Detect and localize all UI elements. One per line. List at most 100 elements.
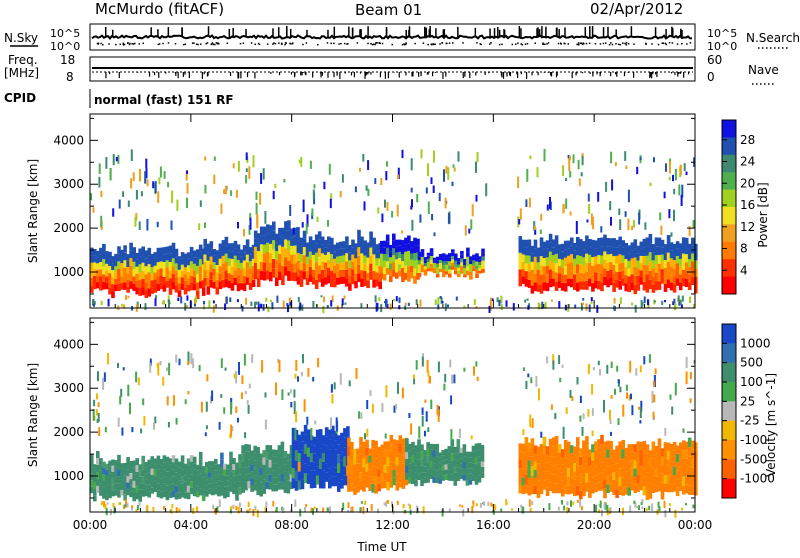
scatter-cell [585, 244, 589, 254]
scatter-cell [289, 445, 294, 453]
scatter-cell [600, 264, 604, 274]
scatter-cell [347, 446, 351, 456]
scatter-cell [305, 256, 310, 264]
scatter-cell [391, 211, 394, 218]
scatter-cell [106, 502, 109, 505]
scatter-cell [395, 457, 400, 466]
scatter-cell [691, 253, 695, 262]
scatter-cell [417, 264, 422, 269]
scatter-cell [591, 444, 595, 453]
scatter-cell [330, 417, 332, 429]
scatter-cell [451, 252, 455, 257]
scatter-cell [666, 442, 671, 451]
scatter-cell [214, 470, 218, 477]
nsearch-dot [257, 42, 260, 45]
scatter-cell [668, 503, 671, 506]
colorbar-tick-label: 20 [740, 176, 755, 190]
scatter-cell [633, 248, 638, 258]
scatter-cell [624, 275, 628, 284]
scatter-cell [375, 251, 379, 259]
scatter-cell [370, 504, 373, 511]
scatter-cell [580, 302, 583, 311]
scatter-cell [377, 483, 381, 492]
colorbar-swatch [722, 137, 736, 156]
scatter-cell [456, 439, 461, 447]
scatter-cell [379, 247, 384, 254]
scatter-cell [177, 256, 182, 263]
scatter-cell [289, 205, 292, 216]
scatter-cell [177, 461, 182, 468]
scatter-cell [648, 482, 653, 491]
scatter-cell [96, 471, 100, 479]
scatter-cell [639, 270, 644, 278]
scatter-cell [401, 463, 406, 473]
scatter-cell [441, 257, 446, 262]
scatter-cell [621, 449, 625, 459]
scatter-cell [129, 242, 133, 251]
colorbar-swatch [722, 324, 736, 344]
scatter-cell [651, 484, 656, 493]
scatter-cell [651, 276, 656, 285]
scatter-cell [300, 479, 305, 490]
scatter-cell [411, 441, 415, 449]
scatter-cell [657, 281, 662, 290]
scatter-cell [383, 457, 387, 465]
scatter-cell [379, 240, 384, 248]
scatter-cell [183, 274, 188, 281]
scatter-cell [318, 439, 323, 449]
nsearch-dot [274, 42, 277, 45]
scatter-cell [318, 429, 323, 439]
scatter-cell [576, 282, 580, 292]
scatter-cell [96, 393, 98, 400]
scatter-cell [457, 273, 461, 278]
nsearch-dot [123, 43, 126, 46]
scatter-cell [438, 263, 443, 266]
nsearch-dot [448, 42, 451, 44]
scatter-cell [551, 299, 553, 302]
scatter-cell [289, 301, 292, 307]
scatter-cell [521, 452, 526, 461]
x-tick-label: 16:00 [476, 518, 511, 532]
scatter-cell [201, 483, 206, 490]
scatter-cell [192, 250, 197, 258]
scatter-cell [196, 506, 199, 512]
scatter-cell [339, 191, 342, 198]
scatter-cell [177, 269, 182, 277]
scatter-cell [654, 476, 659, 485]
scatter-cell [675, 462, 680, 471]
scatter-cell [469, 267, 473, 272]
scatter-cell [93, 464, 97, 471]
nsky-tick-high: 10^5 [50, 27, 80, 40]
scatter-cell [177, 480, 182, 487]
scatter-cell [224, 303, 227, 310]
scatter-cell [242, 260, 247, 269]
scatter-cell [592, 216, 595, 230]
scatter-cell [448, 508, 451, 512]
scatter-cell [259, 270, 264, 280]
scatter-cell [350, 466, 354, 475]
scatter-cell [141, 476, 145, 484]
scatter-cell [96, 282, 100, 289]
scatter-cell [253, 460, 257, 469]
scatter-cell [318, 478, 323, 489]
nsearch-dot [462, 42, 464, 44]
scatter-cell [265, 481, 270, 490]
scatter-cell [475, 265, 479, 270]
scatter-cell [144, 258, 149, 267]
scatter-cell [277, 482, 282, 490]
scatter-cell [600, 434, 604, 445]
scatter-cell [669, 394, 672, 400]
scatter-cell [194, 301, 196, 307]
scatter-cell [200, 401, 203, 413]
scatter-cell [648, 354, 651, 363]
scatter-cell [443, 383, 446, 391]
scatter-cell [604, 503, 607, 510]
scatter-cell [639, 263, 644, 271]
scatter-cell [636, 166, 639, 175]
scatter-cell [235, 189, 238, 198]
scatter-cell [315, 448, 320, 458]
scatter-cell [466, 266, 470, 271]
scatter-cell [283, 457, 288, 465]
scatter-cell [129, 491, 133, 498]
scatter-cell [294, 373, 297, 379]
